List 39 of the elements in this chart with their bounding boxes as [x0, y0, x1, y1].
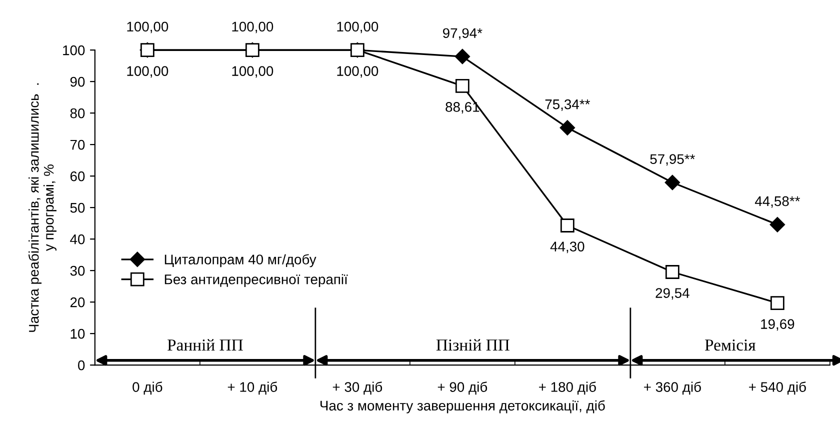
y-tick-label: 50 [70, 202, 85, 213]
y-tick-label: 100 [63, 45, 85, 56]
x-tick-label: + 10 діб [228, 382, 278, 395]
legend-label: Без антидепресивної терапії [164, 274, 348, 288]
data-label: 57,95** [650, 154, 695, 166]
data-label: 100,00 [232, 22, 274, 34]
data-label: 100,00 [127, 66, 168, 78]
data-label: 44,58** [754, 196, 800, 208]
x-tick-label: + 540 діб [749, 382, 806, 395]
y-tick-label: 20 [70, 297, 85, 308]
annotation: Ремісія [704, 339, 756, 351]
y-tick-label: 40 [70, 234, 85, 244]
y-tick-label: 60 [70, 171, 85, 182]
x-tick-label: + 180 діб [539, 382, 596, 395]
data-label: 97,94* [442, 28, 482, 40]
data-label: 100,00 [337, 66, 378, 78]
annotation: Пізній ПП [436, 339, 510, 351]
data-label: 29,54 [656, 288, 690, 300]
y-tick-label: 0 [78, 360, 85, 370]
x-tick-label: + 90 діб [438, 382, 488, 395]
y-tick-label: 90 [70, 76, 85, 87]
y-tick-label: 70 [70, 140, 85, 150]
y-tick-label: 80 [70, 108, 85, 118]
data-label: 100,00 [232, 66, 274, 78]
x-tick-label: + 360 діб [644, 382, 701, 395]
y-tick-label: 10 [70, 328, 85, 339]
data-label: 75,34** [545, 99, 590, 111]
x-tick-label: 0 діб [132, 382, 162, 395]
data-label: 100,00 [337, 22, 378, 34]
legend-label: Циталопрам 40 мг/добу [164, 254, 316, 268]
y-axis-title: Частка реабілітантів, які залишились . у програмі, % [28, 83, 56, 332]
data-label: 88,61 [446, 102, 480, 114]
data-label: 44,30 [550, 242, 584, 254]
y-tick-label: 30 [70, 266, 85, 276]
data-label: 100,00 [127, 22, 168, 34]
x-axis-title: Час з моменту завершення детоксикації, діб [320, 400, 605, 414]
data-label: 19,69 [761, 319, 794, 331]
x-tick-label: + 30 діб [332, 382, 382, 395]
annotation: Ранній ПП [168, 339, 243, 351]
